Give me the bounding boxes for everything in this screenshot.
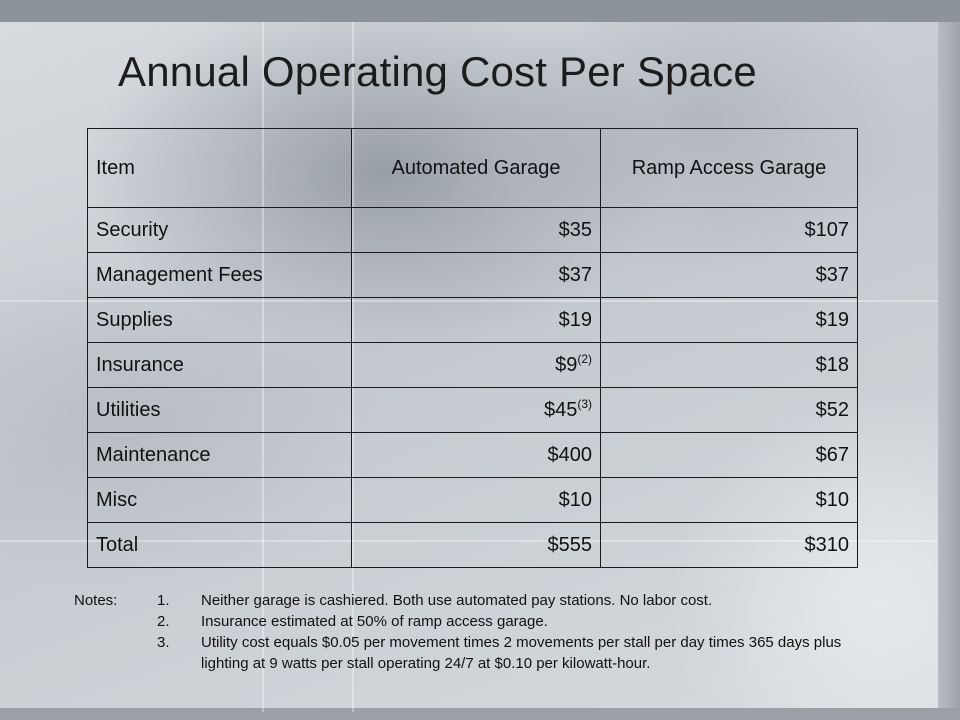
- ramp-cost-cell: $107: [600, 207, 858, 253]
- bottom-border: [0, 708, 960, 720]
- automated-cost-cell: $37: [351, 252, 601, 298]
- automated-cost-value: $45: [543, 398, 578, 421]
- automated-cost-cell: $10: [351, 477, 601, 523]
- automated-cost-value: $35: [558, 218, 592, 241]
- table-row: Supplies $19 $19: [87, 297, 858, 343]
- header-ramp-access-garage: Ramp Access Garage: [600, 128, 858, 208]
- header-item: Item: [87, 128, 352, 208]
- automated-cost-value: $19: [558, 308, 592, 331]
- ramp-cost-cell: $52: [600, 387, 858, 433]
- automated-cost-cell: $555: [351, 522, 601, 568]
- footnote-ref: (2): [577, 351, 592, 366]
- table-row: Total $555 $310: [87, 522, 858, 568]
- ramp-cost-cell: $67: [600, 432, 858, 478]
- note-text: Utility cost equals $0.05 per movement t…: [201, 634, 842, 672]
- note-number: 1.: [157, 592, 170, 609]
- automated-cost-cell: $400: [351, 432, 601, 478]
- ramp-cost-cell: $37: [600, 252, 858, 298]
- table-row: Maintenance $400 $67: [87, 432, 858, 478]
- table-header-row: Item Automated Garage Ramp Access Garage: [87, 128, 858, 208]
- ramp-cost-cell: $18: [600, 342, 858, 388]
- table-row: Management Fees $37 $37: [87, 252, 858, 298]
- automated-cost-value: $10: [558, 488, 592, 511]
- item-cell: Security: [87, 207, 352, 253]
- item-cell: Management Fees: [87, 252, 352, 298]
- table-row: Utilities $45(3) $52: [87, 387, 858, 433]
- automated-cost-cell: $9(2): [351, 342, 601, 388]
- footnote-ref: (3): [577, 396, 592, 411]
- note-number: 3.: [157, 634, 170, 651]
- top-border: [0, 0, 960, 22]
- table-row: Security $35 $107: [87, 207, 858, 253]
- automated-cost-value: $400: [547, 443, 593, 466]
- table-row: Insurance $9(2) $18: [87, 342, 858, 388]
- note-number: 2.: [157, 613, 170, 630]
- automated-cost-cell: $19: [351, 297, 601, 343]
- cost-table: Item Automated Garage Ramp Access Garage…: [87, 128, 858, 568]
- ramp-cost-cell: $19: [600, 297, 858, 343]
- automated-cost-cell: $45(3): [351, 387, 601, 433]
- slide-title: Annual Operating Cost Per Space: [118, 48, 757, 95]
- item-cell: Insurance: [87, 342, 352, 388]
- ramp-cost-cell: $10: [600, 477, 858, 523]
- header-automated-garage: Automated Garage: [351, 128, 601, 208]
- item-cell: Supplies: [87, 297, 352, 343]
- automated-cost-value: $9: [555, 353, 578, 376]
- right-border: [938, 22, 960, 708]
- notes-label: Notes:: [74, 592, 118, 609]
- table-row: Misc $10 $10: [87, 477, 858, 523]
- automated-cost-cell: $35: [351, 207, 601, 253]
- automated-cost-value: $37: [558, 263, 592, 286]
- item-cell: Utilities: [87, 387, 352, 433]
- automated-cost-value: $555: [547, 533, 593, 556]
- ramp-cost-cell: $310: [600, 522, 858, 568]
- note-text: Neither garage is cashiered. Both use au…: [201, 592, 713, 609]
- note-text: Insurance estimated at 50% of ramp acces…: [201, 613, 548, 630]
- item-cell: Total: [87, 522, 352, 568]
- item-cell: Maintenance: [87, 432, 352, 478]
- item-cell: Misc: [87, 477, 352, 523]
